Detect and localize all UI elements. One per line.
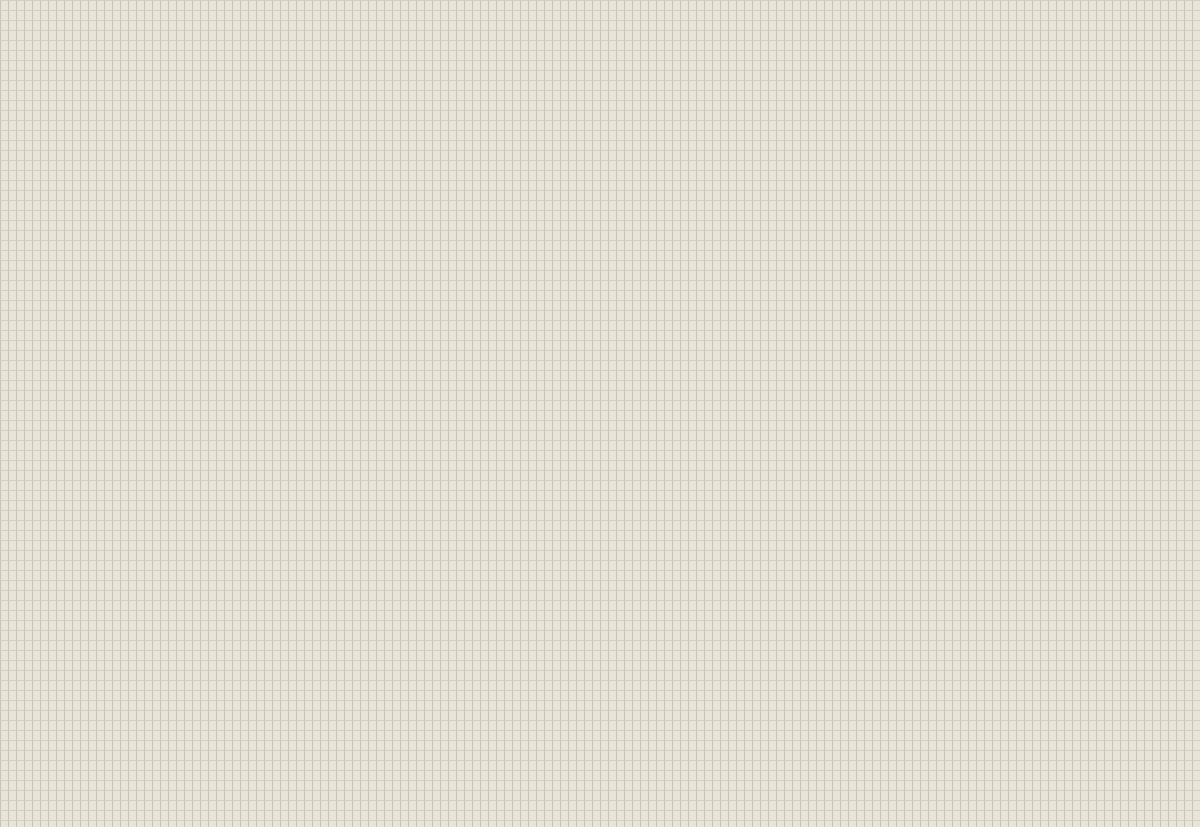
Text: Moles Mg:: Moles Mg:	[210, 622, 325, 640]
Text: 4.  Mass of crucible plus magnesium oxide: 4. Mass of crucible plus magnesium oxide	[220, 404, 719, 424]
Text: g: g	[761, 480, 775, 501]
Text: 16.00: 16.00	[623, 474, 692, 495]
Text: Moles O:: Moles O:	[210, 694, 306, 712]
Text: g: g	[761, 325, 775, 345]
Text: 25.503: 25.503	[658, 243, 743, 265]
Text: A.  Empirical Formula of Magnesium Oxide: A. Empirical Formula of Magnesium Oxide	[202, 122, 738, 144]
Text: 25.748: 25.748	[658, 160, 743, 182]
Text: 24.305: 24.305	[623, 318, 707, 340]
Text: g: g	[773, 404, 787, 424]
Text: 2.  Mass of crucible: 2. Mass of crucible	[220, 246, 449, 265]
Text: 5.  Mass of reacted oxygen (calculate): 5. Mass of reacted oxygen (calculate)	[220, 480, 665, 501]
Text: 1.  Mass of crucible plus magnesium: 1. Mass of crucible plus magnesium	[220, 162, 649, 183]
Text: 3.  Mass of magnesium (calculate): 3. Mass of magnesium (calculate)	[220, 325, 623, 345]
FancyBboxPatch shape	[616, 471, 750, 523]
Text: g: g	[773, 162, 787, 183]
Text: 25.910: 25.910	[658, 402, 743, 424]
FancyBboxPatch shape	[616, 316, 750, 366]
Text: g: g	[773, 246, 787, 265]
Text: Calculation of empirical formula (See Example 2): Calculation of empirical formula (See Ex…	[210, 565, 700, 583]
